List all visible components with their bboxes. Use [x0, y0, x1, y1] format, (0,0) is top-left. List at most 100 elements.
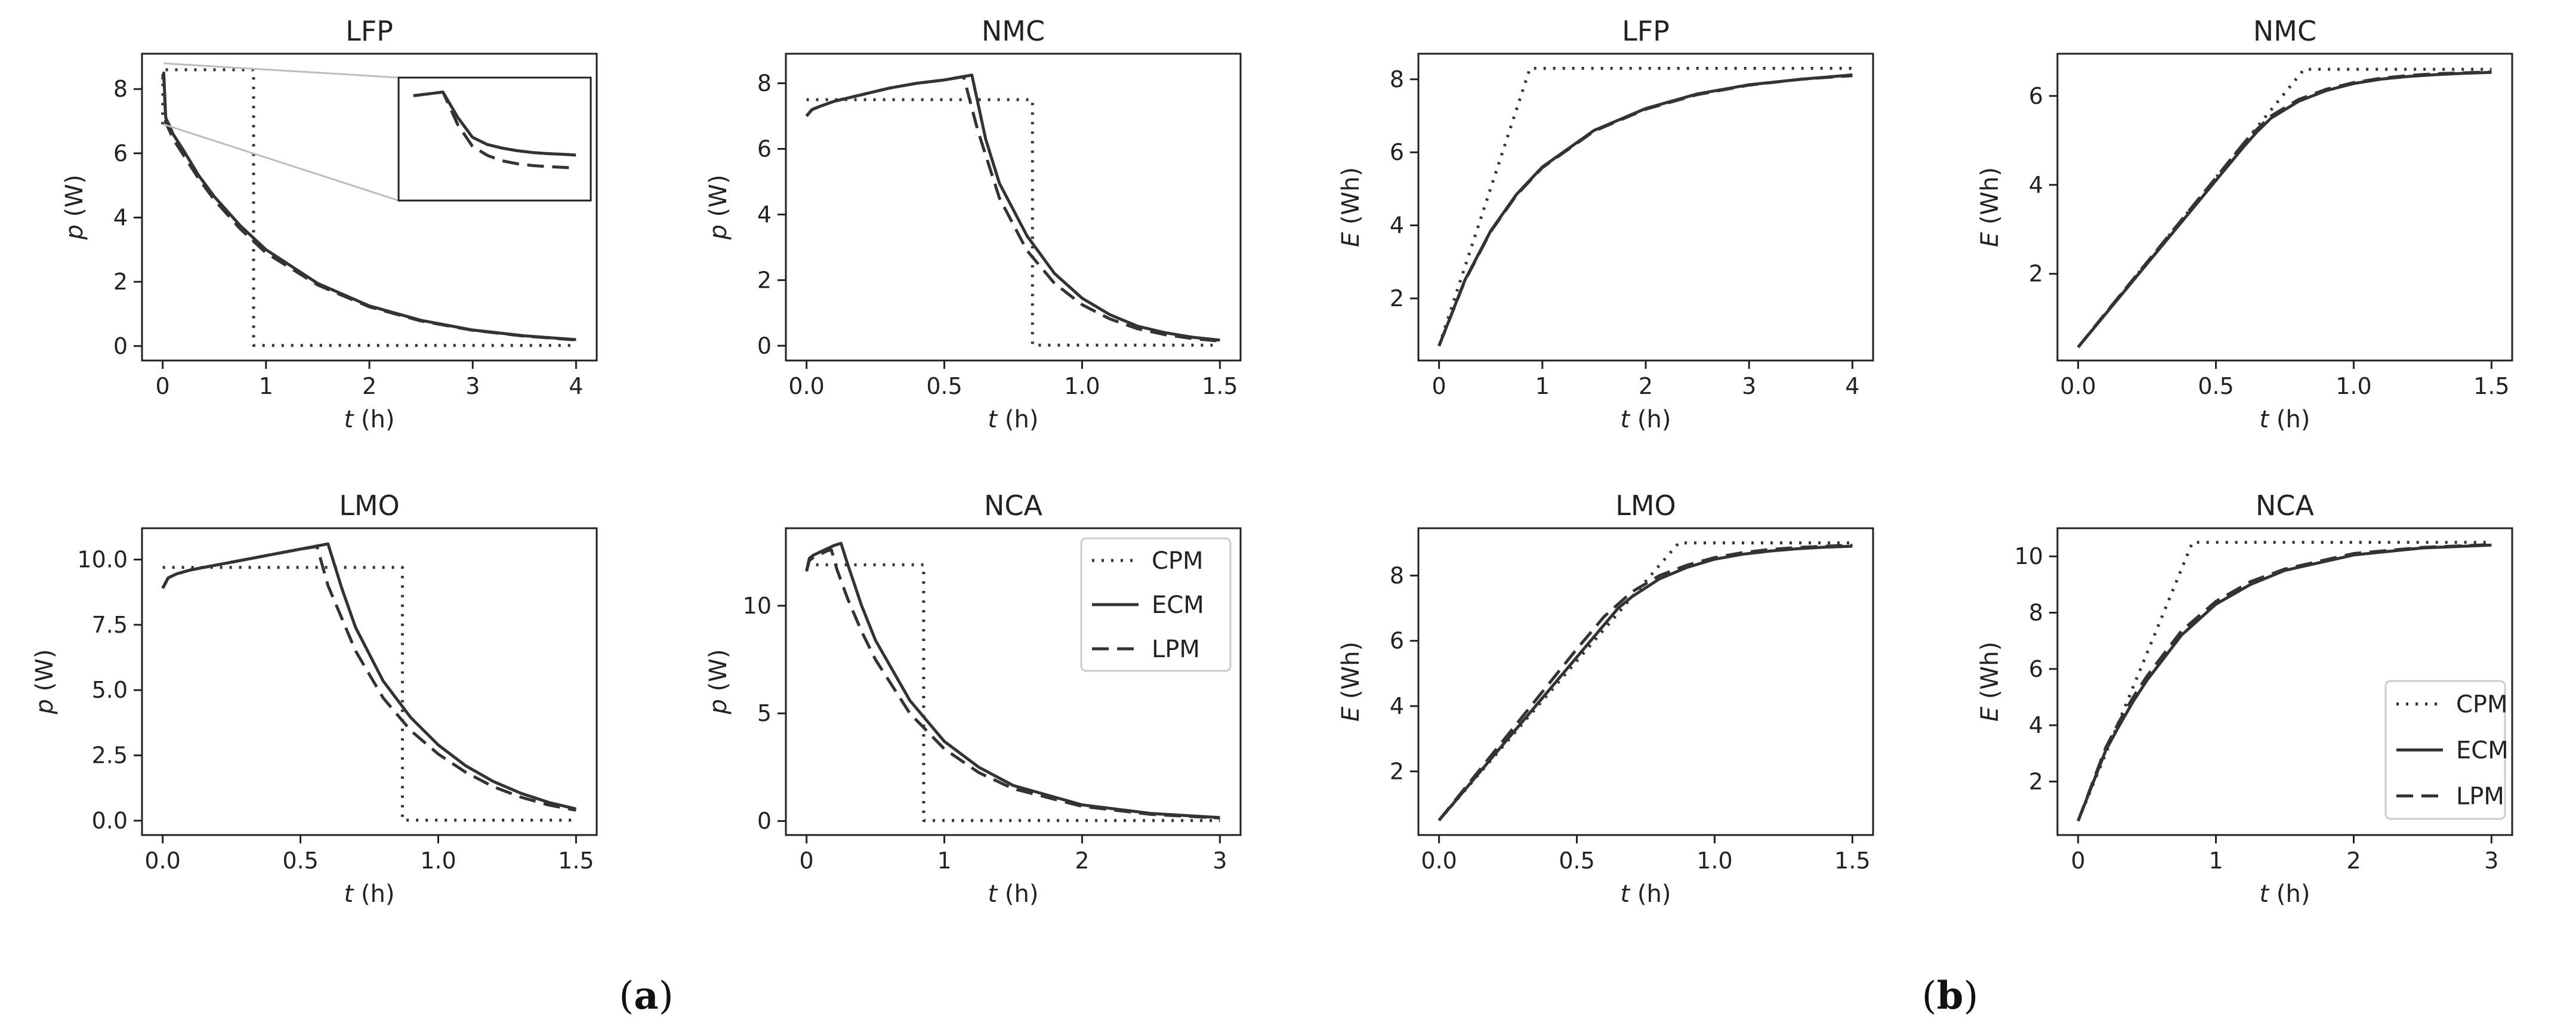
x-tick-label: 0 — [1432, 373, 1446, 399]
inset-zoom — [163, 62, 592, 202]
y-axis-label: p (W) — [705, 175, 732, 241]
inset-frame — [397, 76, 592, 202]
y-axis-label: p (W) — [705, 649, 732, 715]
series-cpm-line — [162, 566, 576, 822]
series-cpm-line — [161, 68, 576, 347]
x-tick-label: 0.5 — [1559, 848, 1594, 874]
x-tick-label: 0.5 — [282, 848, 318, 874]
y-tick-label: 8 — [113, 76, 128, 102]
y-axis-label: p (W) — [61, 175, 88, 241]
axes-frame — [2056, 53, 2513, 362]
y-tick-label: 10 — [743, 593, 772, 619]
subplot-8: NCA 0 1 2 3 2 4 6 8 10 t (h) E (Wh) — [1976, 489, 2513, 908]
x-tick-label: 1.5 — [558, 848, 594, 874]
y-tick-label: 0 — [757, 332, 772, 359]
subplot-5: LMO 0.0 0.5 1.0 1.5 0.0 2.5 5.0 7.5 10.0 t (h) p (W… — [31, 489, 598, 908]
x-tick-label: 1 — [259, 373, 273, 399]
axes-frame — [2056, 527, 2513, 836]
y-tick-label: 4 — [757, 201, 772, 227]
legend-label: ECM — [1152, 591, 1204, 619]
x-tick-label: 1.0 — [420, 848, 456, 874]
subplot-title: NMC — [982, 15, 1045, 47]
subplot-1: LFP 0 1 2 3 4 0 2 4 6 8 t (h) p (W) — [61, 15, 598, 433]
legend-label: CPM — [2456, 691, 2508, 719]
legend-label: CPM — [1152, 547, 1204, 575]
x-tick-label: 0 — [2071, 848, 2086, 874]
y-tick-label: 6 — [1390, 139, 1404, 165]
x-axis-label: t (h) — [988, 406, 1039, 433]
y-tick-label: 5.0 — [92, 677, 128, 703]
series-lpm-line — [1437, 74, 1853, 347]
x-axis-label: t (h) — [2260, 880, 2310, 908]
x-tick-label: 1 — [2208, 848, 2223, 874]
series-lpm-line — [161, 545, 576, 812]
legend-label: LPM — [1152, 636, 1200, 663]
x-tick-label: 0.0 — [2060, 373, 2096, 399]
y-tick-label: 6 — [757, 135, 772, 162]
x-axis-label: t (h) — [1621, 406, 1671, 433]
y-tick-label: 2 — [1390, 285, 1404, 312]
subplot-title: NCA — [984, 489, 1043, 522]
x-tick-label: 1.0 — [2336, 373, 2371, 399]
series-ecm-line — [1437, 73, 1853, 347]
y-tick-label: 2 — [2029, 768, 2043, 794]
y-tick-label: 2 — [1390, 758, 1404, 784]
axes-frame — [141, 53, 598, 362]
y-tick-label: 6 — [1390, 628, 1404, 654]
series-cpm-line — [806, 563, 1220, 822]
x-tick-label: 3 — [2484, 848, 2498, 874]
panel-label: (b) — [1922, 973, 1979, 1018]
x-tick-label: 1 — [937, 848, 951, 874]
series-lpm-line — [2077, 543, 2492, 822]
x-tick-label: 0.5 — [2198, 373, 2233, 399]
y-tick-label: 2 — [757, 267, 772, 293]
x-axis-label: t (h) — [344, 406, 395, 433]
subplot-6: NCA 0 1 2 3 0 5 10 t (h) p (W) — [705, 489, 1242, 908]
x-tick-label: 0 — [156, 373, 170, 399]
x-tick-label: 2 — [1075, 848, 1089, 874]
y-tick-label: 8 — [1390, 66, 1404, 93]
subplot-title: LMO — [339, 489, 400, 522]
x-tick-label: 2 — [362, 373, 377, 399]
subplot-7: LMO 0.0 0.5 1.0 1.5 2 4 6 8 t (h) E (Wh) — [1337, 489, 1874, 908]
axes-frame — [141, 527, 598, 836]
series-lpm-line — [805, 75, 1220, 343]
x-tick-label: 1 — [1535, 373, 1550, 399]
series-lpm-line — [413, 90, 576, 170]
series-ecm-line — [805, 73, 1220, 342]
subplot-2: NMC 0.0 0.5 1.0 1.5 0 2 4 6 8 t (h) p (W) — [705, 15, 1242, 433]
y-tick-label: 4 — [2029, 172, 2043, 198]
y-tick-label: 10.0 — [77, 546, 128, 572]
subplot-3: LFP 0 1 2 3 4 2 4 6 8 t (h) E (Wh) — [1337, 15, 1874, 433]
x-tick-label: 0.0 — [144, 848, 180, 874]
x-axis-label: t (h) — [344, 880, 395, 908]
panel-label: (a) — [619, 973, 673, 1018]
y-tick-label: 4 — [113, 204, 128, 230]
series-cpm-line — [806, 98, 1220, 347]
series-lpm-line — [1437, 543, 1853, 821]
legend-label: LPM — [2456, 783, 2504, 811]
y-tick-label: 6 — [2029, 83, 2043, 109]
subplot-title: LMO — [1615, 489, 1676, 522]
legend-box — [2384, 680, 2506, 820]
x-tick-label: 1.5 — [1834, 848, 1870, 874]
legend: CPM ECM LPM — [2384, 680, 2509, 820]
x-axis-label: t (h) — [2260, 406, 2310, 433]
y-tick-label: 0 — [113, 333, 128, 359]
axes-frame — [1417, 527, 1874, 836]
x-tick-label: 1.0 — [1696, 848, 1732, 874]
y-tick-label: 0 — [757, 808, 772, 834]
x-tick-label: 2 — [1639, 373, 1653, 399]
x-tick-label: 1.5 — [1202, 373, 1238, 399]
inset-connector — [163, 62, 399, 79]
subplot-title: LFP — [345, 15, 393, 47]
x-tick-label: 3 — [1742, 373, 1756, 399]
axes-frame — [1417, 53, 1874, 362]
y-tick-label: 10 — [2014, 543, 2043, 569]
axes-frame — [785, 527, 1242, 836]
y-tick-label: 8 — [2029, 599, 2043, 626]
subplot-title: NMC — [2253, 15, 2316, 47]
x-tick-label: 0.0 — [788, 373, 824, 399]
x-tick-label: 1.5 — [2473, 373, 2509, 399]
